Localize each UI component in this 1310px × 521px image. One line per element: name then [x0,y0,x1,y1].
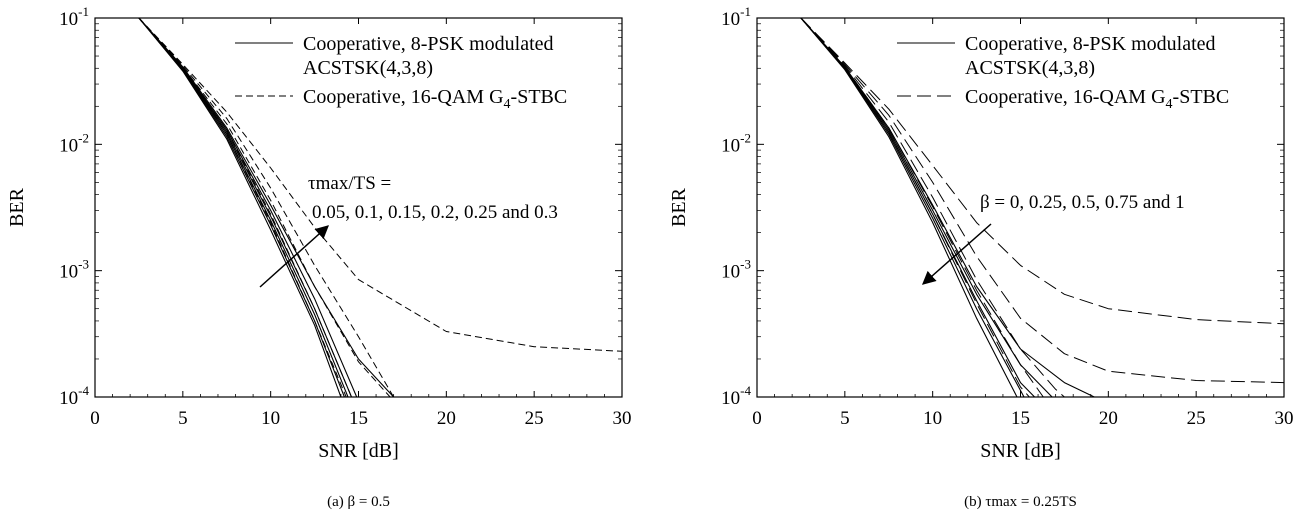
y-tick-label: 10-2 [59,130,89,156]
y-tick-label: 10-1 [59,4,89,30]
series-line-dashed-6 [800,18,1030,397]
series-line-dashed-8 [800,18,1065,397]
x-tick-label: 5 [840,408,850,429]
y-tick-label: 10-3 [721,257,751,283]
series-line-dashed-9 [800,18,1284,384]
series-line-dashed-7 [800,18,1044,397]
y-tick-base: 10 [721,262,740,283]
series-group [138,18,622,397]
series-line-solid-6 [138,18,395,397]
legend-dashed-suffix: -STBC [1173,86,1230,108]
y-tick-base: 10 [59,135,78,156]
y-tick-label: 10-4 [721,383,751,409]
y-tick-exponent: -4 [740,383,751,398]
x-tick-label: 5 [178,408,188,429]
x-tick-label: 20 [1099,408,1118,429]
y-tick-base: 10 [59,388,78,409]
y-tick-base: 10 [59,9,78,30]
legend-dashed-subscript: 4 [504,97,511,112]
x-tick-label: 10 [261,408,280,429]
legend-solid-line2: ACSTSK(4,3,8) [965,57,1095,79]
series-line-dashed-9 [138,18,391,397]
series-line-solid-5 [800,18,1095,397]
y-tick-label: 10-2 [721,130,751,156]
x-tick-label: 15 [1011,408,1030,429]
x-axis-label: SNR [dB] [980,440,1061,462]
annotation-text-line2: 0.05, 0.1, 0.15, 0.2, 0.25 and 0.3 [312,202,558,223]
legend: Cooperative, 8-PSK modulatedACSTSK(4,3,8… [235,33,567,112]
series-line-dashed-10 [138,18,395,397]
x-tick-label: 0 [90,408,100,429]
y-tick-base: 10 [721,135,740,156]
y-tick-exponent: -2 [78,130,89,145]
x-tick-label: 25 [525,408,544,429]
legend-solid-line1: Cooperative, 8-PSK modulated [965,33,1216,55]
x-tick-label: 20 [437,408,456,429]
legend-solid-line1: Cooperative, 8-PSK modulated [303,33,554,55]
y-tick-base: 10 [721,9,740,30]
panel-caption: (b) τmax = 0.25TS [964,494,1077,510]
x-axis-label: SNR [dB] [318,440,399,462]
y-tick-exponent: -2 [740,130,751,145]
y-tick-exponent: -4 [78,383,89,398]
y-tick-label: 10-3 [59,257,89,283]
y-axis-label: BER [6,187,28,227]
y-tick-base: 10 [59,262,78,283]
legend-dashed-prefix: Cooperative, 16-QAM G [303,86,504,108]
legend-solid-line2: ACSTSK(4,3,8) [303,57,433,79]
annotation-text-line1: τmax/TS = [308,173,391,194]
legend-dashed-prefix: Cooperative, 16-QAM G [965,86,1166,108]
y-tick-label: 10-4 [59,383,89,409]
x-tick-label: 10 [923,408,942,429]
y-axis-label: BER [668,187,690,227]
legend-dashed-label: Cooperative, 16-QAM G4-STBC [303,86,567,112]
legend-dashed-subscript: 4 [1166,97,1173,112]
legend-dashed-label: Cooperative, 16-QAM G4-STBC [965,86,1229,112]
legend: Cooperative, 8-PSK modulatedACSTSK(4,3,8… [897,33,1229,112]
annotation-arrow [259,225,330,288]
x-tick-label: 25 [1187,408,1206,429]
annotation-arrow [921,223,992,285]
series-group [800,18,1284,397]
y-tick-exponent: -3 [740,257,751,272]
y-tick-label: 10-1 [721,4,751,30]
x-tick-label: 30 [613,408,632,429]
y-tick-exponent: -3 [78,257,89,272]
x-tick-label: 30 [1275,408,1294,429]
legend-dashed-suffix: -STBC [511,86,568,108]
y-tick-base: 10 [721,388,740,409]
y-tick-exponent: -1 [78,4,89,19]
x-tick-label: 15 [349,408,368,429]
x-tick-label: 0 [752,408,762,429]
series-line-dashed-8 [138,18,352,397]
annotation-text-line1: β = 0, 0.25, 0.5, 0.75 and 1 [980,192,1185,213]
y-tick-exponent: -1 [740,4,751,19]
series-line-dashed-10 [800,18,1284,325]
panel-caption: (a) β = 0.5 [327,494,390,510]
